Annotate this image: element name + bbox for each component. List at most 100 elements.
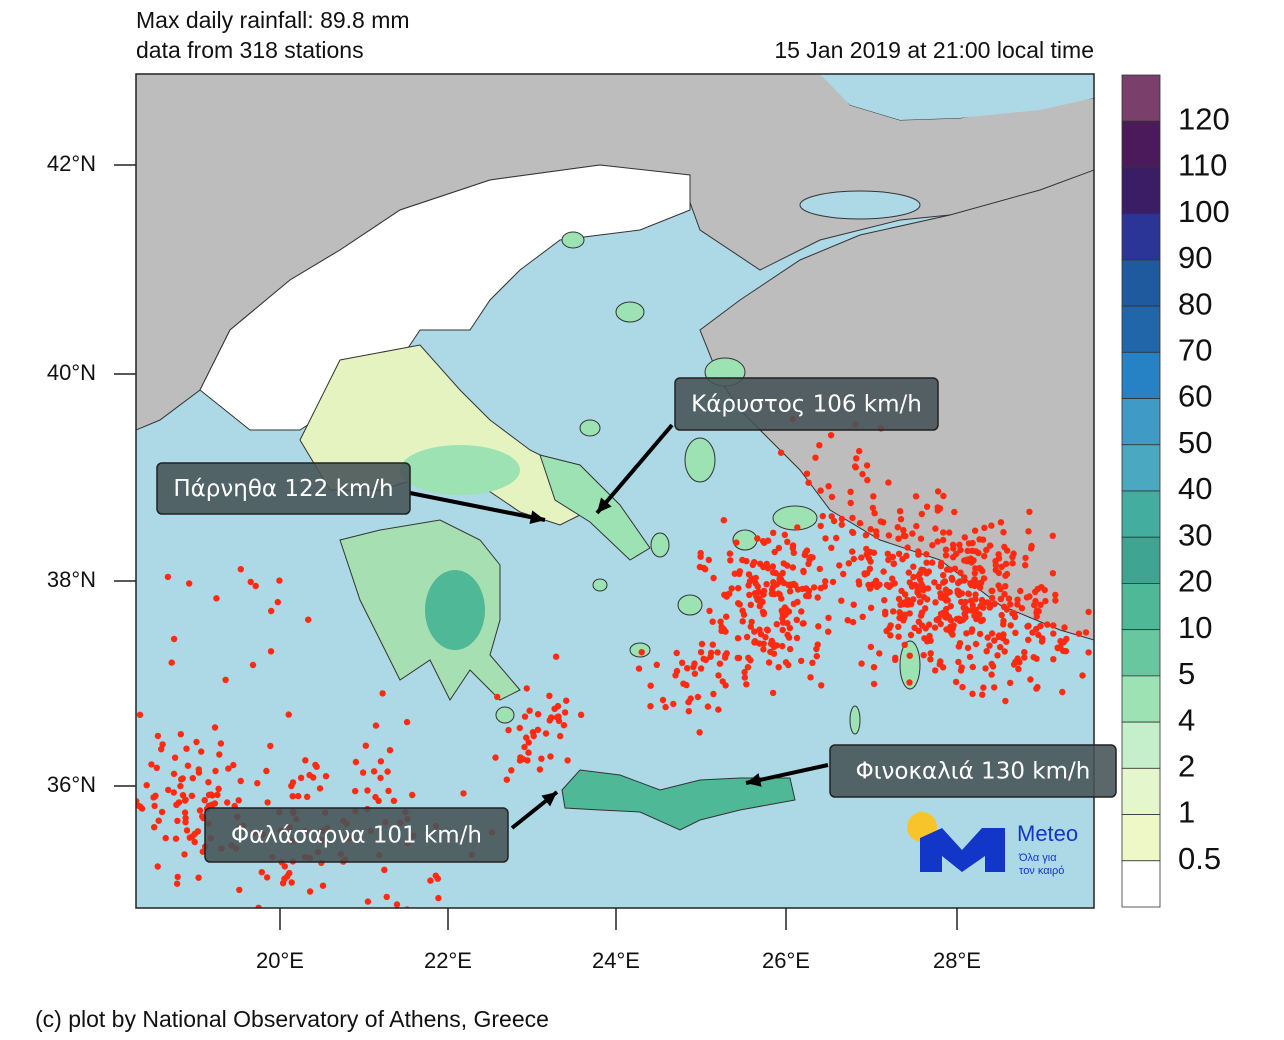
logo: Meteo Όλα για τον καιρό [907, 812, 1078, 877]
strike [850, 601, 857, 608]
strike [709, 641, 716, 648]
strike [895, 535, 902, 542]
strike [409, 791, 416, 799]
strike [895, 633, 902, 640]
strike [205, 779, 212, 786]
strike [377, 758, 385, 765]
strike [786, 624, 794, 632]
colorbar-label: 0.5 [1178, 841, 1221, 876]
strike [746, 591, 753, 599]
colorbar-segment [1121, 767, 1161, 815]
strike [1049, 570, 1057, 577]
strike [1021, 649, 1028, 656]
strike [988, 630, 996, 637]
strike [988, 660, 995, 668]
strike [900, 532, 908, 539]
strike [557, 732, 564, 740]
strike [288, 782, 295, 790]
strike [981, 524, 988, 531]
strike [917, 535, 925, 542]
strike [822, 535, 829, 542]
strike [779, 619, 787, 626]
strike [890, 560, 897, 567]
strike [770, 579, 777, 586]
strike [494, 693, 501, 701]
strike [940, 579, 947, 586]
strike [982, 665, 989, 672]
strike [155, 817, 162, 824]
strike [814, 594, 821, 601]
lon-label: 26°E [762, 948, 810, 973]
colorbar-segment [1121, 351, 1161, 399]
strike [563, 697, 570, 704]
strike [793, 616, 800, 623]
strike [864, 476, 871, 484]
strike [1017, 587, 1024, 595]
strike [173, 880, 181, 887]
strike [910, 563, 917, 570]
colorbar-label: 90 [1178, 240, 1212, 275]
strike [904, 544, 911, 551]
strike [932, 525, 939, 532]
strike [971, 569, 978, 577]
logo-name: Meteo [1017, 821, 1078, 846]
lat-label: 40°N [47, 360, 96, 385]
colorbar-segment [1121, 120, 1161, 168]
strike [525, 749, 532, 756]
colorbar-label: 80 [1178, 286, 1212, 321]
strike [181, 809, 189, 816]
strike [779, 610, 786, 618]
strike [1015, 665, 1022, 673]
strike [1009, 553, 1016, 561]
strike [745, 571, 753, 578]
strike [1105, 647, 1111, 653]
strike [880, 568, 887, 575]
strike [769, 641, 777, 648]
strike [950, 554, 957, 561]
strike [958, 664, 965, 671]
strike [942, 546, 950, 553]
strike [647, 682, 654, 689]
strike [1061, 624, 1068, 631]
strike [887, 632, 894, 639]
strike [285, 711, 292, 718]
strike [773, 621, 780, 628]
strike [364, 931, 370, 937]
strike [955, 591, 963, 599]
colorbar-segment [1121, 305, 1161, 353]
strike [894, 524, 901, 531]
strike [306, 888, 314, 895]
strike [211, 724, 219, 731]
strike [754, 535, 761, 542]
strike [403, 718, 411, 726]
strike [577, 711, 585, 718]
arrow-head [541, 792, 557, 807]
colorbar-label: 50 [1178, 425, 1212, 460]
strike [905, 569, 912, 576]
strike [924, 585, 932, 592]
strike [765, 659, 773, 666]
strike [998, 611, 1005, 619]
black-sea [820, 74, 1094, 120]
strike [734, 635, 742, 642]
strike [129, 774, 135, 780]
strike [971, 612, 978, 619]
strike [751, 559, 758, 566]
strike [978, 596, 986, 604]
strike [739, 618, 746, 625]
strike [937, 658, 944, 665]
strike [726, 550, 734, 557]
strike [1102, 657, 1108, 663]
strike [460, 790, 467, 797]
strike [183, 745, 190, 752]
strike [743, 681, 750, 688]
strike [977, 617, 985, 625]
strike [858, 660, 865, 667]
strike [739, 556, 746, 564]
annotation-box [674, 377, 939, 431]
strike [910, 573, 917, 581]
strike [534, 711, 542, 718]
strike [988, 522, 995, 529]
strike [849, 528, 856, 536]
strike [997, 643, 1004, 651]
